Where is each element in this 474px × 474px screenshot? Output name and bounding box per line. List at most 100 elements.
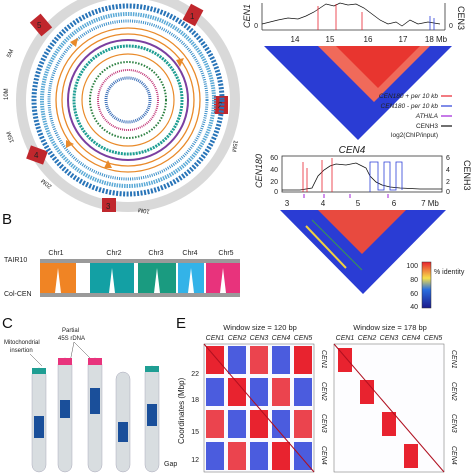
synteny-blocks	[40, 263, 240, 293]
dotplot-block	[338, 348, 352, 372]
colorbar-tick: 40	[410, 304, 418, 311]
panel-d-top-track: CEN1 CEN3 0 0 14 15 16 17 18 Mb	[242, 2, 466, 44]
dotplot-block	[228, 378, 246, 406]
chromosome-diagrams	[31, 357, 160, 473]
chr-name: Chr4	[182, 250, 197, 257]
chr-name: Chr2	[106, 250, 121, 257]
y-right-label: CEN3	[456, 6, 466, 30]
dotplot-block	[272, 346, 290, 374]
colorbar-title: % identity	[434, 269, 465, 276]
chr-name: Chr1	[48, 250, 63, 257]
e-col-label: CEN2	[358, 335, 377, 342]
dotplot-178bp	[333, 343, 445, 473]
ring-tick: 10M	[138, 206, 151, 214]
e-row-label: CEN3	[450, 414, 457, 433]
heat-triangle-top	[264, 46, 452, 140]
e-y-tick: 15	[191, 429, 199, 436]
panel-a-circos: 5 1 2 4 3 5M 10M 15M 20M 10M 15M	[4, 0, 240, 214]
cen-plus-spikes	[317, 4, 363, 30]
e-col-label: CEN1	[206, 335, 225, 342]
e-col-label: CEN3	[250, 335, 269, 342]
e-y-tick: 18	[191, 397, 199, 404]
e-col-label: CEN4	[272, 335, 291, 342]
y-right-tick: 4	[446, 167, 450, 174]
e-col-label: CEN2	[228, 335, 247, 342]
y-left-label: CEN1	[242, 4, 252, 28]
row-label-top: TAIR10	[4, 257, 27, 264]
cenh3-line	[261, 2, 441, 27]
y-right-tick: 6	[446, 155, 450, 162]
cen4-y-left-label: CEN180	[254, 154, 264, 188]
e-col-label: CEN4	[402, 335, 421, 342]
e-y-tick: 12	[191, 457, 199, 464]
colorbar-tick: 80	[410, 277, 418, 284]
track-magenta	[97, 69, 159, 131]
dotplot-block	[272, 442, 290, 470]
athila-marks	[303, 194, 389, 198]
panel-letter: E	[176, 315, 186, 332]
cen4-title: CEN4	[339, 145, 366, 156]
dotplot-block	[250, 346, 268, 374]
centromere-gap	[109, 268, 115, 293]
chr-name: Chr5	[218, 250, 233, 257]
dotplot-block	[294, 378, 312, 406]
dotplot-block	[360, 380, 374, 404]
cen-minus-spikes	[429, 16, 435, 30]
centromere-gap	[220, 268, 226, 293]
chr-name: Chr3	[148, 250, 163, 257]
panel-c: C Mitochondrial insertion Partial 45S rD…	[2, 315, 177, 473]
y-left-tick: 20	[270, 179, 278, 186]
ring-tick: 15M	[230, 140, 238, 153]
e-left-row-labels: CEN1 CEN2 CEN3 CEN4 CEN1 CEN2 CEN3 CEN4	[320, 350, 457, 465]
e-row-label: CEN2	[320, 382, 327, 401]
panel-e: E Window size = 120 bp Window size = 178…	[176, 315, 457, 473]
e-right-col-labels: CEN1 CEN2 CEN3 CEN4 CEN5	[336, 335, 443, 342]
cenh3-line-cen4	[282, 162, 442, 191]
dotplot-block	[250, 442, 268, 470]
colorbar-tick: 100	[406, 263, 418, 270]
dotplot-block	[382, 412, 396, 436]
ring-tick: 10M	[4, 88, 10, 100]
track-blue-outer	[31, 3, 225, 197]
e-row-label: CEN3	[320, 414, 327, 433]
centromere-gap	[55, 268, 61, 293]
x-tick: 7 Mb	[421, 199, 439, 208]
dotplot-block	[206, 442, 224, 470]
ring-tick: 5M	[6, 49, 15, 59]
y-right-tick: 0	[449, 23, 453, 30]
label-insertion: insertion	[10, 348, 33, 354]
e-y-tick: 22	[191, 371, 199, 378]
track-blue-mid	[47, 19, 209, 181]
dotplot-block	[272, 378, 290, 406]
track-teal	[72, 44, 184, 156]
e-row-label: CEN1	[320, 350, 327, 369]
colorbar-tick: 60	[410, 291, 418, 298]
label-rdna: 45S rDNA	[58, 336, 85, 342]
x-tick: 18 Mb	[425, 35, 448, 44]
label-mito: Mitochondrial	[4, 340, 40, 346]
panel-letter: C	[2, 315, 13, 332]
y-left-tick: 0	[274, 189, 278, 196]
dotplot-120bp	[203, 343, 315, 473]
ring-tick: 15M	[6, 130, 16, 143]
dotplot-block	[250, 410, 268, 438]
e-row-label: CEN4	[320, 446, 327, 465]
centromere-gap	[188, 268, 194, 293]
dotplot-block	[250, 378, 268, 406]
e-col-label: CEN1	[336, 335, 355, 342]
dotplot-block	[228, 410, 246, 438]
e-row-label: CEN4	[450, 446, 457, 465]
cen4-minus	[369, 161, 403, 192]
label-gap: Gap	[164, 461, 177, 468]
chr-label: 4	[34, 151, 39, 160]
x-tick: 16	[364, 35, 373, 44]
track-purple	[67, 39, 189, 161]
y-right-tick: 0	[446, 189, 450, 196]
panel-b: B TAIR10 Col-CEN Chr1 Chr2 Chr3 Chr4 Chr…	[2, 211, 240, 298]
y-left-tick: 60	[270, 155, 278, 162]
row-label-bottom: Col-CEN	[4, 291, 32, 298]
dotplot-block	[404, 444, 418, 468]
dotplot-block	[206, 346, 224, 374]
e-left-col-labels: CEN1 CEN2 CEN3 CEN4 CEN5	[206, 335, 313, 342]
e-col-label: CEN5	[294, 335, 313, 342]
